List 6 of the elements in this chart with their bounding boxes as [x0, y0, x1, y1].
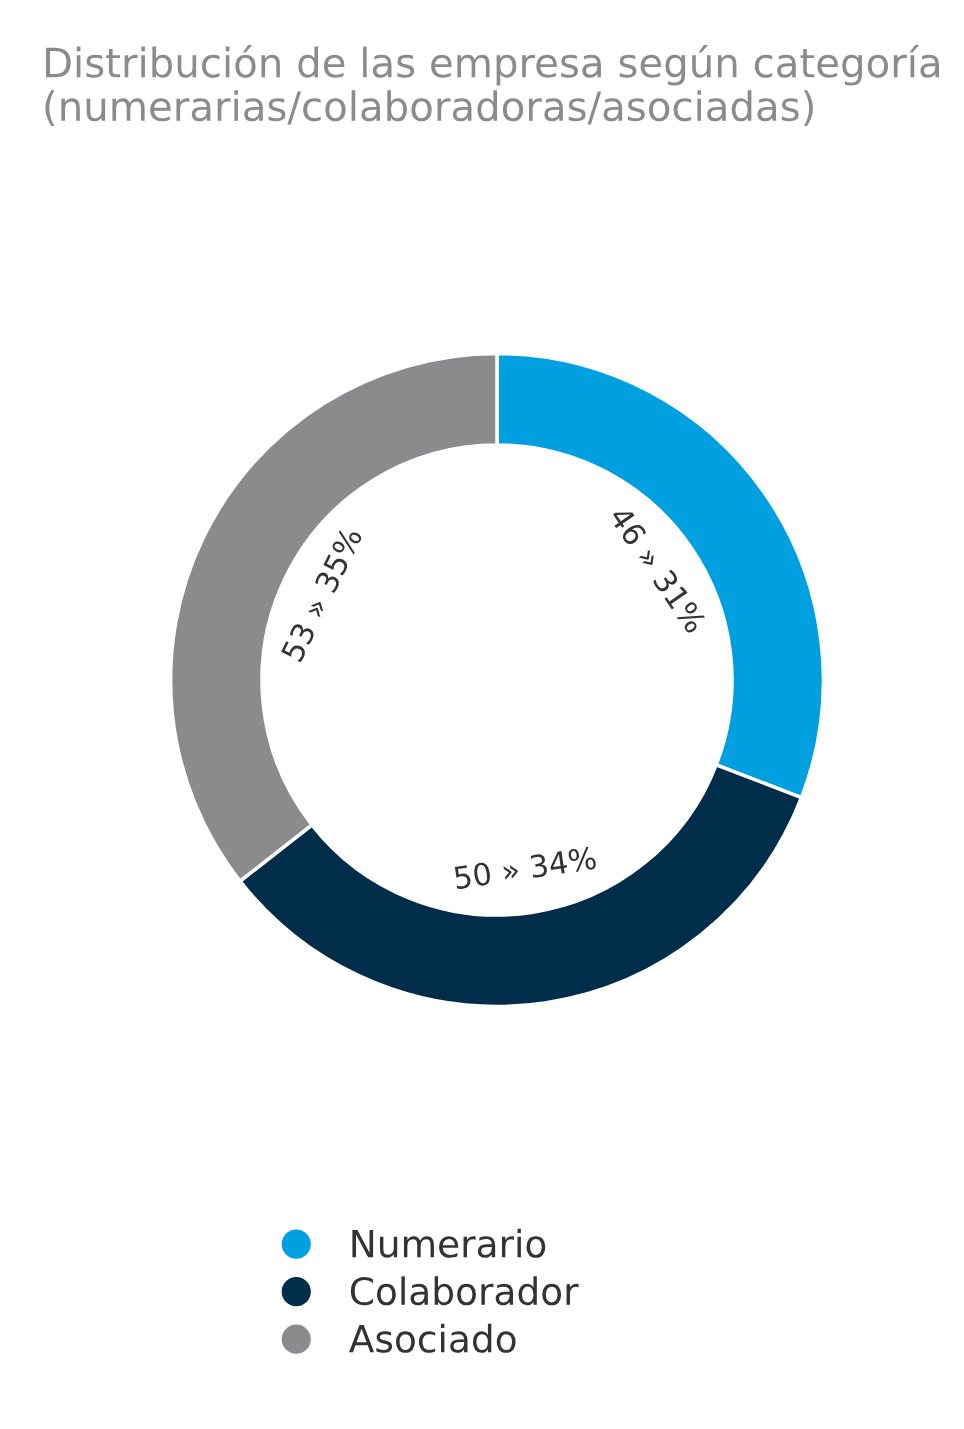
legend-label: Asociado [349, 1323, 516, 1353]
data-label: 50 » 34% [453, 845, 597, 890]
legend-label: Numerario [352, 1228, 546, 1258]
legend-label: Colaborador [350, 1276, 579, 1306]
chart-title: Distribución de las empresa según categoría (numerarias/colaboradoras/asociadas) [45, 45, 940, 127]
data-label: 53 » 35% [280, 525, 363, 663]
